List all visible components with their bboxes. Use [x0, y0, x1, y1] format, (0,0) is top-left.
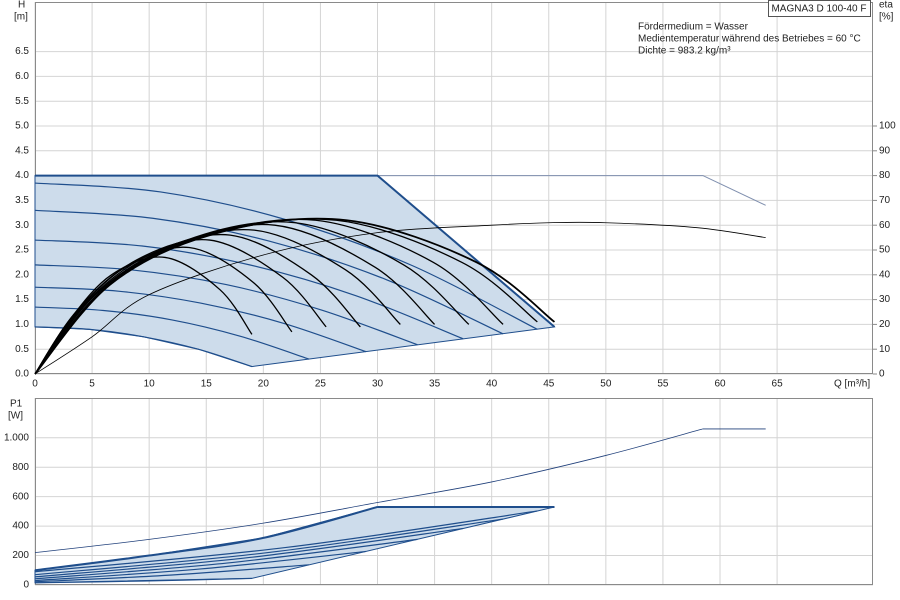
operating-area: [34, 506, 555, 584]
curve: [34, 428, 703, 554]
y-tick-label: 3.0: [15, 220, 29, 231]
y-tick-label: 600: [12, 491, 29, 502]
y-tick-label: 200: [12, 550, 29, 561]
y-tick-label: 5.5: [15, 96, 29, 107]
y2-tick-label: 90: [879, 145, 891, 156]
y-tick-label: 1.0: [15, 319, 29, 330]
plot-frame: [35, 398, 873, 585]
curve: [34, 326, 253, 368]
x-tick-label: 45: [543, 379, 555, 390]
x-tick-label: 50: [600, 379, 612, 390]
x-tick-label: 5: [89, 379, 95, 390]
product-name: MAGNA3 D 100-40 F: [771, 4, 866, 15]
curve: [34, 264, 418, 346]
curve: [34, 527, 464, 578]
x-tick-label: 60: [714, 379, 726, 390]
y2-tick-label: 10: [879, 344, 891, 355]
x-tick-label: 30: [372, 379, 384, 390]
annotation: Fördermedium = Wasser: [638, 22, 749, 33]
annotation: Dichte = 983.2 kg/m³: [638, 46, 731, 57]
y-tick-label: 800: [12, 462, 29, 473]
y2-tick-label: 30: [879, 294, 891, 305]
y-tick-label: 400: [12, 521, 29, 532]
y-tick-label: 4.0: [15, 170, 29, 181]
x-tick-label: 65: [772, 379, 784, 390]
y-axis-unit: [m]: [14, 12, 28, 23]
curve: [34, 505, 378, 572]
y-tick-label: 4.5: [15, 145, 29, 156]
curve: [34, 239, 464, 340]
y2-tick-label: 20: [879, 319, 891, 330]
annotation: Medientemperatur während des Betriebes =…: [638, 34, 861, 45]
curve: [34, 510, 538, 573]
y-tick-label: 0: [23, 580, 29, 591]
y2-tick-label: 70: [879, 195, 891, 206]
curve: [35, 174, 556, 328]
product-box: [768, 0, 871, 17]
efficiency-curve: [34, 221, 766, 375]
y2-tick-label: 0: [879, 369, 885, 380]
y-axis-label: P1: [10, 399, 23, 410]
y2-axis-unit: [%]: [879, 12, 894, 23]
curve: [34, 538, 418, 580]
curve: [34, 577, 252, 584]
curve: [34, 518, 504, 576]
x-axis-label: Q [m³/h]: [834, 379, 870, 390]
y-tick-label: 6.0: [15, 71, 29, 82]
y2-tick-label: 50: [879, 245, 891, 256]
y2-tick-label: 80: [879, 170, 891, 181]
y-axis-unit: [W]: [8, 411, 23, 422]
y-tick-label: 5.0: [15, 121, 29, 132]
y2-tick-label: 40: [879, 269, 891, 280]
curve: [34, 209, 504, 335]
y-tick-label: 0.5: [15, 344, 29, 355]
y-tick-label: 1.5: [15, 294, 29, 305]
x-tick-label: 35: [429, 379, 441, 390]
efficiency-curve: [34, 217, 556, 375]
y2-axis-label: eta: [879, 0, 893, 11]
y-tick-label: 0.0: [15, 369, 29, 380]
x-tick-label: 40: [486, 379, 498, 390]
y-tick-label: 2.0: [15, 269, 29, 280]
curve: [34, 564, 310, 583]
curve: [34, 286, 367, 353]
y-axis-label: H: [18, 0, 25, 11]
x-tick-label: 20: [258, 379, 270, 390]
y-tick-label: 2.5: [15, 245, 29, 256]
x-tick-label: 15: [201, 379, 213, 390]
y-tick-label: 3.5: [15, 195, 29, 206]
y-tick-label: 6.5: [15, 46, 29, 57]
y2-tick-label: 60: [879, 220, 891, 231]
y-tick-label: 1.000: [4, 432, 29, 443]
y2-tick-label: 100: [879, 121, 896, 132]
curve: [34, 550, 367, 582]
x-tick-label: 25: [315, 379, 327, 390]
x-tick-label: 55: [657, 379, 669, 390]
x-tick-label: 0: [32, 379, 38, 390]
x-tick-label: 10: [144, 379, 156, 390]
